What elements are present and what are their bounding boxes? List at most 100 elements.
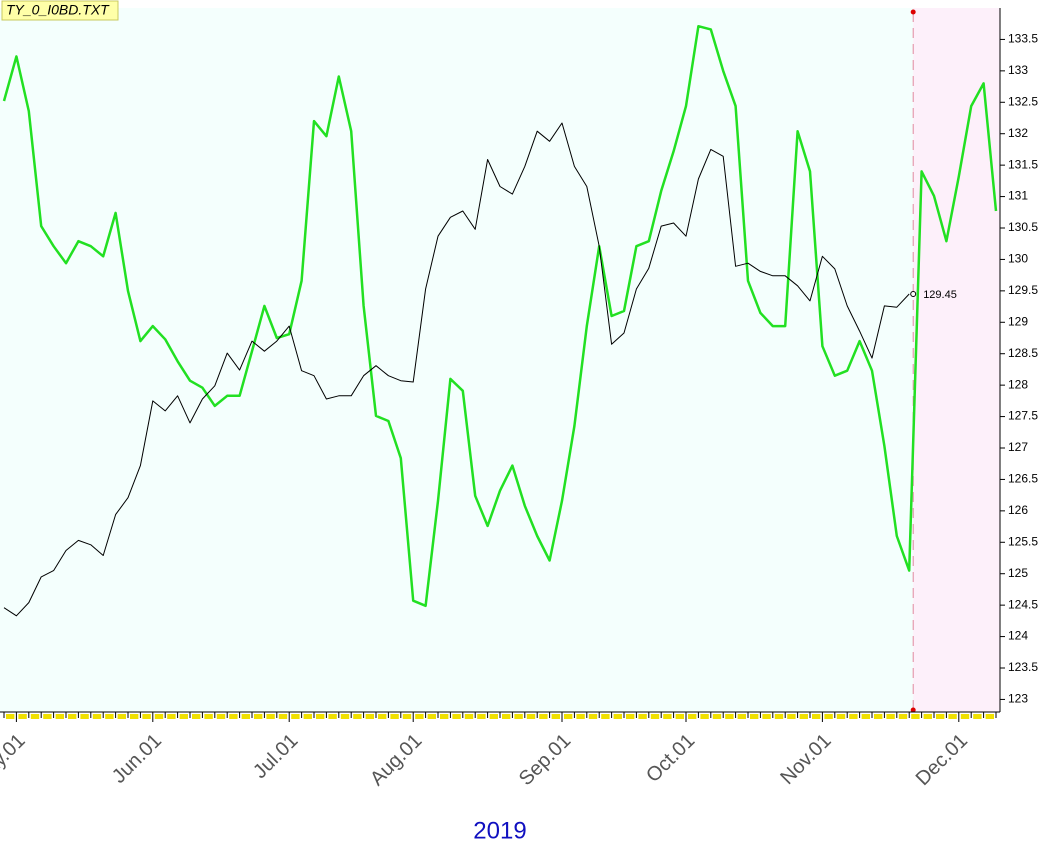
x-tick-label: May.01 xyxy=(0,730,30,791)
x-strip xyxy=(477,714,486,719)
series-line xyxy=(2,24,998,608)
x-strip xyxy=(700,714,709,719)
x-strip xyxy=(192,714,201,719)
x-strip xyxy=(353,714,362,719)
y-tick-label: 125.5 xyxy=(1008,534,1038,548)
y-tick-label: 125 xyxy=(1008,566,1028,580)
x-strip xyxy=(663,714,672,719)
x-strip xyxy=(415,714,424,719)
x-strip xyxy=(130,714,139,719)
x-strip xyxy=(489,714,498,719)
x-strip xyxy=(799,714,808,719)
y-tick-label: 133.5 xyxy=(1008,32,1038,46)
x-strip xyxy=(278,714,288,719)
x-strip xyxy=(142,714,151,719)
x-strip xyxy=(812,714,821,719)
x-strip xyxy=(427,714,436,719)
x-strip xyxy=(241,714,250,719)
x-strip xyxy=(30,714,40,719)
plot-background xyxy=(0,8,1000,712)
x-strip xyxy=(43,714,52,719)
x-axis-label: 2019 xyxy=(473,817,526,844)
x-strip xyxy=(464,714,474,719)
x-strip xyxy=(948,714,957,719)
x-strip xyxy=(601,714,610,719)
x-strip xyxy=(960,714,970,719)
x-strip xyxy=(588,714,598,719)
y-tick-label: 130 xyxy=(1008,252,1028,266)
x-strip xyxy=(291,714,300,719)
x-strip xyxy=(514,714,523,719)
y-tick-label: 132 xyxy=(1008,126,1028,140)
x-strip xyxy=(564,714,573,719)
divider-dot xyxy=(910,707,916,713)
x-strip xyxy=(774,714,784,719)
y-tick-label: 129.5 xyxy=(1008,283,1038,297)
x-strip xyxy=(923,714,932,719)
x-strip xyxy=(973,714,982,719)
x-strip xyxy=(576,714,585,719)
x-strip xyxy=(849,714,858,719)
y-tick-label: 127.5 xyxy=(1008,409,1038,423)
x-strip xyxy=(117,714,126,719)
x-strip xyxy=(105,714,114,719)
divider-dot xyxy=(910,9,916,15)
x-strip xyxy=(874,714,883,719)
x-strip xyxy=(613,714,622,719)
x-strip xyxy=(539,714,548,719)
y-tick-label: 127 xyxy=(1008,440,1028,454)
x-strip xyxy=(886,714,895,719)
x-tick-label: Dec.01 xyxy=(912,730,972,790)
x-tick-label: Sep.01 xyxy=(515,730,575,790)
last-value-label: 129.45 xyxy=(923,289,957,301)
y-tick-label: 128 xyxy=(1008,377,1028,391)
x-strip xyxy=(55,714,64,719)
x-strip xyxy=(824,714,833,719)
x-strip xyxy=(229,714,238,719)
x-strip xyxy=(365,714,374,719)
x-tick-label: Aug.01 xyxy=(366,730,426,790)
x-strip xyxy=(861,714,870,719)
y-tick-label: 126 xyxy=(1008,503,1028,517)
y-tick-label: 130.5 xyxy=(1008,220,1038,234)
series-line xyxy=(3,122,910,617)
x-strip xyxy=(526,714,536,719)
x-strip xyxy=(179,714,188,719)
x-strip xyxy=(985,714,994,719)
last-value-marker xyxy=(910,291,917,297)
x-tick-label: Jun.01 xyxy=(108,730,166,788)
x-tick-label: Nov.01 xyxy=(776,730,835,789)
plot-area: 129.45 xyxy=(2,8,1000,713)
x-strip xyxy=(316,714,325,719)
y-tick-label: 131 xyxy=(1008,189,1028,203)
x-strip xyxy=(675,714,684,719)
x-strip xyxy=(390,714,399,719)
y-tick-label: 131.5 xyxy=(1008,157,1038,171)
x-strip xyxy=(688,714,697,719)
x-strip xyxy=(18,714,27,719)
x-strip xyxy=(402,714,412,719)
x-tick-label: Jul.01 xyxy=(249,730,302,783)
x-strip xyxy=(167,714,176,719)
x-strip xyxy=(936,714,945,719)
x-strip xyxy=(303,714,312,719)
y-tick-label: 126.5 xyxy=(1008,472,1038,486)
x-strip xyxy=(92,714,102,719)
x-strip xyxy=(204,714,213,719)
y-tick-label: 124.5 xyxy=(1008,597,1038,611)
x-strip xyxy=(898,714,908,719)
y-tick-label: 123 xyxy=(1008,692,1028,706)
x-strip xyxy=(787,714,796,719)
x-strip xyxy=(712,714,722,719)
x-strip xyxy=(725,714,734,719)
x-strip xyxy=(6,714,15,719)
x-strip xyxy=(638,714,647,719)
x-strip xyxy=(551,714,560,719)
x-strip xyxy=(650,714,660,719)
x-strip xyxy=(340,714,350,719)
x-strip xyxy=(502,714,511,719)
y-tick-label: 129 xyxy=(1008,314,1028,328)
x-tick-label: Oct.01 xyxy=(642,730,699,787)
x-strip xyxy=(266,714,275,719)
